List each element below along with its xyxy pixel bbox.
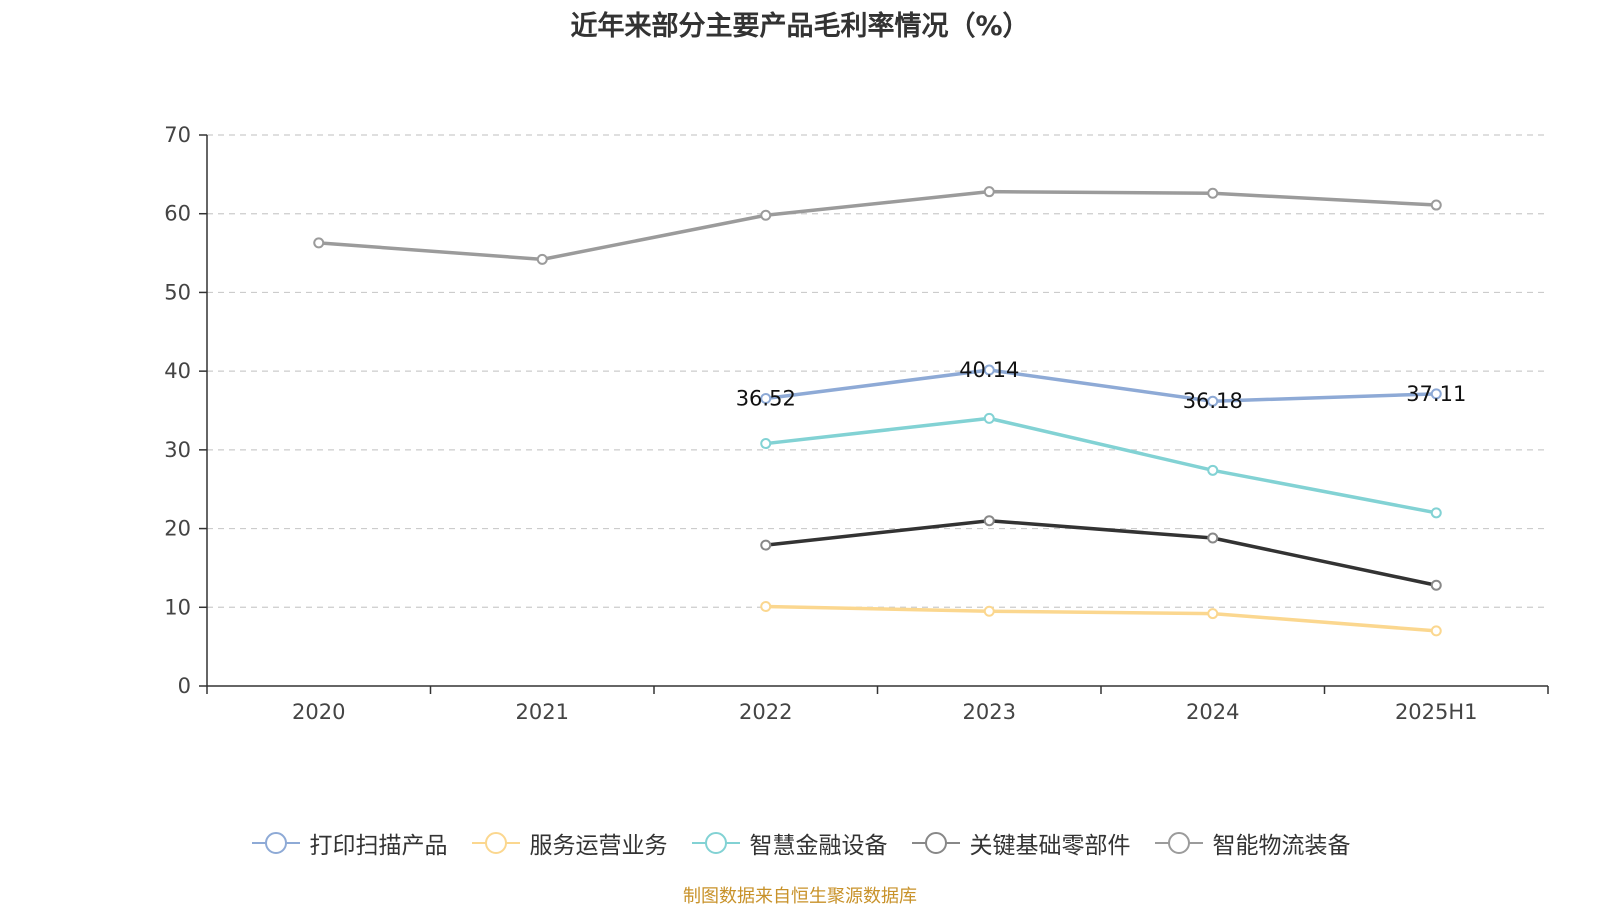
series-line [765, 604, 1437, 633]
legend-marker [704, 832, 727, 854]
legend-label: 智能物流装备 [1212, 833, 1351, 859]
x-tick-label: 2024 [1186, 700, 1239, 724]
data-point [1207, 395, 1219, 407]
data-labels: 36.52 40.14 36.18 37.11 [736, 358, 1467, 413]
y-tick-label: 0 [178, 674, 191, 698]
y-tick-label: 50 [164, 280, 191, 304]
data-point [1430, 579, 1442, 591]
legend-swatch [1154, 832, 1203, 854]
data-point [313, 237, 325, 249]
data-point [983, 412, 995, 424]
legend-marker [1167, 832, 1190, 854]
series-line [765, 518, 1437, 587]
data-point [1207, 532, 1219, 544]
data-point [536, 253, 548, 265]
data-point [1430, 388, 1442, 400]
data-point [1430, 507, 1442, 519]
x-tick-label: 2023 [963, 700, 1016, 724]
data-point [983, 186, 995, 198]
x-tick-label: 2021 [516, 700, 569, 724]
series-line [765, 368, 1437, 403]
legend-swatch [911, 832, 960, 854]
grid-lines [207, 134, 1548, 608]
series-line [318, 189, 1437, 262]
axes: 0 10 20 30 40 50 60 70 2020 2021 2022 2023 2024 2025H… [164, 123, 1549, 724]
data-label: 36.18 [1183, 389, 1243, 413]
legend-item[interactable]: 智慧金融设备 [690, 826, 888, 860]
data-point [760, 438, 772, 450]
legend-label: 智慧金融设备 [749, 833, 888, 859]
data-point [760, 539, 772, 551]
y-tick-label: 30 [164, 438, 191, 462]
y-tick-label: 10 [164, 595, 191, 619]
x-tick-label: 2025H1 [1395, 700, 1478, 724]
data-point [1430, 625, 1442, 637]
legend-item[interactable]: 服务运营业务 [470, 826, 668, 860]
y-tick-label: 20 [164, 517, 191, 541]
data-point [983, 605, 995, 617]
legend-swatch [471, 832, 520, 854]
legend-marker [924, 832, 947, 854]
x-tick-label: 2020 [292, 700, 345, 724]
legend-swatch [251, 832, 300, 854]
data-label: 37.11 [1406, 382, 1466, 406]
line-chart: 0 10 20 30 40 50 60 70 2020 2021 2022 2023 2024 2025H… [164, 123, 1549, 724]
data-label: 40.14 [959, 358, 1019, 382]
legend: 打印扫描产品 服务运营业务 智慧金融设备 关键基础零部件 智能物流装备 [0, 826, 1600, 860]
series-line [765, 416, 1437, 515]
chart-title: 近年来部分主要产品毛利率情况（%） [570, 11, 1030, 42]
data-point [1207, 608, 1219, 620]
legend-item[interactable]: 智能物流装备 [1153, 826, 1351, 860]
y-tick-label: 40 [164, 359, 191, 383]
legend-marker [264, 832, 287, 854]
series-lines [313, 186, 1442, 637]
data-label: 36.52 [736, 387, 796, 411]
y-tick-label: 70 [164, 123, 191, 147]
y-tick-label: 60 [164, 202, 191, 226]
legend-marker [484, 832, 507, 854]
legend-item[interactable]: 关键基础零部件 [910, 826, 1131, 860]
x-tick-label: 2022 [739, 700, 792, 724]
data-point [760, 393, 772, 405]
data-point [760, 209, 772, 221]
legend-label: 关键基础零部件 [969, 833, 1131, 859]
source-note: 制图数据来自恒生聚源数据库 [683, 886, 917, 907]
legend-item[interactable]: 打印扫描产品 [250, 826, 448, 860]
data-point [983, 515, 995, 527]
data-point [1207, 187, 1219, 199]
legend-swatch [691, 832, 740, 854]
legend-label: 打印扫描产品 [309, 833, 448, 859]
data-point [983, 364, 995, 376]
legend-label: 服务运营业务 [529, 833, 668, 859]
data-point [1430, 199, 1442, 211]
data-point [760, 600, 772, 612]
data-point [1207, 464, 1219, 476]
